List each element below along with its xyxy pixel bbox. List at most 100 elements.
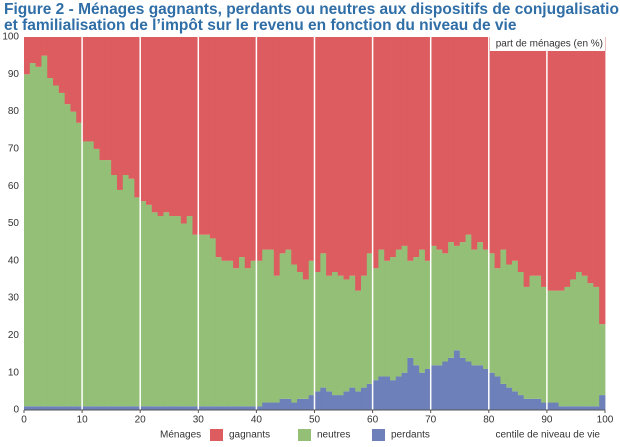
bar-segment xyxy=(349,275,356,388)
x-tick-label: 0 xyxy=(21,415,27,426)
bar-segment xyxy=(541,402,548,410)
bar-segment xyxy=(47,406,54,410)
bar-segment xyxy=(366,383,373,410)
bar-segment xyxy=(151,37,159,213)
label-box xyxy=(490,37,605,51)
bar-segment xyxy=(291,402,298,410)
legend-swatch xyxy=(372,429,385,441)
bar-segment xyxy=(308,260,315,396)
bar-segment xyxy=(238,406,246,410)
bar-segment xyxy=(233,268,240,407)
bar-segment xyxy=(372,380,379,410)
bar-segment xyxy=(558,406,565,410)
bar-segment xyxy=(70,406,77,410)
bar-segment xyxy=(215,406,222,410)
bar-segment xyxy=(47,78,54,407)
bar-segment xyxy=(355,290,362,392)
bar-segment xyxy=(163,37,170,213)
bar-segment xyxy=(215,257,222,407)
bar-segment xyxy=(430,245,437,366)
bar-segment xyxy=(273,402,281,410)
bar-segment xyxy=(122,406,129,410)
bar-segment xyxy=(575,271,583,407)
bar-segment xyxy=(517,395,525,410)
bar-segment xyxy=(302,398,310,410)
y-tick-label: 50 xyxy=(8,218,20,229)
bar-segment xyxy=(535,398,542,410)
bar-segment xyxy=(407,260,414,358)
bar-segment xyxy=(360,387,368,410)
bar-segment xyxy=(442,37,449,254)
bar-segment xyxy=(448,242,455,358)
bar-segment xyxy=(233,37,240,269)
bar-segment xyxy=(268,249,275,403)
bar-segment xyxy=(424,37,432,261)
bar-segment xyxy=(140,406,147,410)
bar-segment xyxy=(413,257,420,366)
bar-segment xyxy=(198,406,205,410)
y-tick-label: 20 xyxy=(8,330,20,341)
bar-segment xyxy=(297,37,304,272)
bar-segment xyxy=(436,249,443,366)
bar-segment xyxy=(401,245,408,373)
bar-segment xyxy=(390,257,397,381)
bar-segment xyxy=(523,398,530,410)
y-axis-label: part de ménages (en %) xyxy=(496,39,603,50)
x-tick-label: 70 xyxy=(425,415,437,426)
bar-segment xyxy=(413,365,420,410)
bar-segment xyxy=(320,253,327,388)
bar-segment xyxy=(523,37,530,287)
y-tick-label: 0 xyxy=(13,405,19,416)
bar-segment xyxy=(82,406,89,410)
bar-segment xyxy=(471,365,478,410)
bar-segment xyxy=(180,406,188,410)
bar-segment xyxy=(477,37,484,243)
bar-segment xyxy=(128,178,135,407)
bar-segment xyxy=(186,406,193,410)
x-tick-label: 10 xyxy=(77,415,89,426)
bar-segment xyxy=(268,402,275,410)
bar-segment xyxy=(308,395,315,410)
bar-segment xyxy=(198,234,205,407)
bar-segment xyxy=(238,37,246,258)
bar-segment xyxy=(407,37,414,261)
bar-segment xyxy=(587,406,594,410)
bar-segment xyxy=(599,37,606,325)
bar-segment xyxy=(221,406,228,410)
bar-segment xyxy=(575,37,583,272)
bar-segment xyxy=(70,111,77,407)
bar-segment xyxy=(372,37,379,269)
bar-segment xyxy=(180,223,188,407)
bar-segment xyxy=(535,37,542,276)
bar-segment xyxy=(512,391,519,410)
bar-segment xyxy=(279,253,286,399)
bar-segment xyxy=(146,406,153,410)
y-tick-label: 100 xyxy=(2,32,19,43)
bar-segment xyxy=(453,245,461,351)
bar-segment xyxy=(529,275,536,399)
bar-segment xyxy=(285,398,292,410)
bar-segment xyxy=(297,271,304,399)
x-tick-label: 80 xyxy=(483,415,495,426)
bar-segment xyxy=(343,391,350,410)
bar-segment xyxy=(175,37,182,217)
y-tick-label: 70 xyxy=(8,144,20,155)
bar-segment xyxy=(529,37,536,276)
bar-segment xyxy=(175,216,182,407)
bar-segment xyxy=(349,37,356,276)
bar-segment xyxy=(453,37,461,246)
legend-swatch xyxy=(210,429,223,441)
x-tick-label: 60 xyxy=(367,415,379,426)
bar-segment xyxy=(279,398,286,410)
bar-segment xyxy=(192,37,199,235)
x-tick-label: 40 xyxy=(251,415,263,426)
bar-segment xyxy=(343,37,350,280)
bar-segment xyxy=(564,37,571,287)
chart-title: Figure 2 - Ménages gagnants, perdants ou… xyxy=(4,1,620,18)
bar-segment xyxy=(517,271,525,396)
y-tick-label: 30 xyxy=(8,293,20,304)
bar-segment xyxy=(169,406,176,410)
bar-segment xyxy=(465,37,472,235)
bar-segment xyxy=(163,406,170,410)
bar-segment xyxy=(291,37,298,265)
